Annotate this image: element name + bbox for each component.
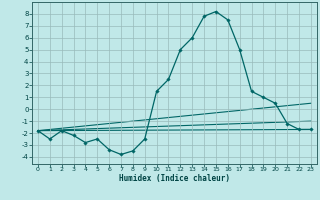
X-axis label: Humidex (Indice chaleur): Humidex (Indice chaleur) [119, 174, 230, 183]
